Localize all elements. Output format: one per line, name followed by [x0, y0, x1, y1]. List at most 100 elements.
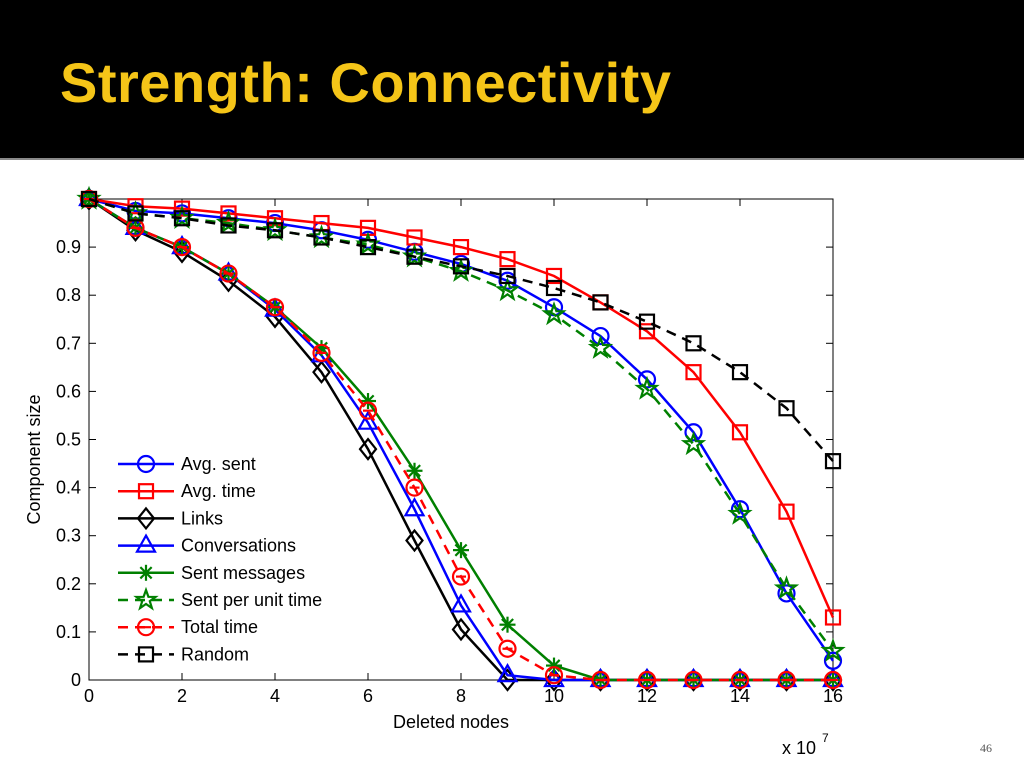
data-point-avg-sent — [684, 423, 703, 442]
data-point-total-time — [451, 567, 471, 586]
y-tick-label: 0.9 — [56, 237, 81, 257]
plot-area — [88, 198, 834, 681]
data-point-sent-per-unit-time — [494, 277, 521, 302]
x-tick-label: 12 — [637, 686, 657, 706]
data-point-links — [777, 668, 796, 692]
data-point-links — [684, 668, 703, 692]
legend-marker-random — [137, 646, 155, 663]
data-point-total-time — [730, 670, 750, 690]
x-multiplier-label: x 10 — [782, 738, 816, 758]
data-point-avg-time — [499, 251, 516, 268]
legend-label-total-time: Total time — [181, 617, 258, 637]
x-tick-label: 8 — [456, 686, 466, 706]
legend-marker-avg-sent — [136, 454, 156, 474]
y-tick-label: 0 — [71, 670, 81, 690]
data-point-random — [685, 335, 702, 352]
legend-label-random: Random — [181, 644, 249, 664]
data-point-links — [591, 668, 610, 692]
data-point-avg-time — [545, 267, 563, 285]
data-point-avg-time — [220, 205, 237, 222]
legend-marker-avg-time — [137, 483, 155, 500]
page-number: 46 — [980, 741, 992, 755]
data-point-random — [545, 279, 563, 297]
title-band: Strength: Connectivity — [0, 0, 1024, 158]
data-point-total-time — [358, 401, 378, 420]
data-point-links — [823, 668, 843, 692]
component-size-chart: 0 2 4 6 8 10 12 14 16 0 0.1 0.2 0.3 0.4 0.5 0.6 0.7 0.8 0.… — [24, 185, 846, 758]
legend-marker-conversations — [135, 533, 157, 553]
data-point-sent-per-unit-time — [773, 575, 800, 600]
y-tick-label: 0.3 — [56, 526, 81, 546]
y-tick-label: 0.7 — [56, 333, 81, 353]
data-point-total-time — [265, 298, 285, 317]
legend-label-avg-sent: Avg. sent — [181, 454, 256, 474]
data-point-random — [638, 313, 656, 330]
series-line-avg-time — [88, 197, 835, 619]
data-point-sent-per-unit-time — [634, 375, 660, 400]
data-point-total-time — [544, 666, 564, 685]
x-multiplier-exponent: 7 — [822, 731, 829, 745]
data-point-conversations — [357, 410, 379, 430]
data-point-avg-time — [173, 200, 191, 217]
data-point-random — [173, 210, 191, 227]
x-tick-label: 2 — [177, 686, 187, 706]
data-point-avg-sent — [591, 326, 610, 346]
data-point-random — [452, 258, 470, 275]
x-tick-label: 6 — [363, 686, 373, 706]
slide-title: Strength: Connectivity — [60, 51, 672, 114]
data-point-random — [359, 238, 377, 256]
data-point-sent-messages — [546, 657, 562, 674]
data-point-total-time — [405, 478, 424, 497]
data-point-sent-per-unit-time — [727, 500, 753, 525]
x-tick-label: 0 — [84, 686, 94, 706]
x-tick-label: 16 — [823, 686, 843, 706]
title-divider — [0, 158, 1024, 168]
data-point-total-time — [219, 264, 238, 283]
data-point-sent-messages — [406, 462, 423, 479]
data-point-avg-time — [824, 609, 842, 626]
data-point-conversations — [450, 593, 472, 613]
legend-label-conversations: Conversations — [181, 536, 296, 556]
data-point-conversations — [543, 667, 565, 688]
data-point-avg-time — [452, 238, 470, 256]
data-point-sent-per-unit-time — [820, 637, 846, 662]
series-line-random — [88, 197, 834, 462]
data-point-random — [778, 400, 795, 417]
series-line-sent-per-unit-time — [88, 197, 835, 652]
y-tick-label: 0.2 — [56, 574, 81, 594]
x-tick-label: 14 — [730, 686, 750, 706]
data-point-sent-per-unit-time — [541, 301, 567, 326]
x-tick-label: 10 — [544, 686, 564, 706]
x-tick-label: 4 — [270, 686, 280, 706]
data-point-links — [451, 617, 471, 642]
data-point-links — [405, 528, 424, 553]
legend-marker-total-time — [136, 618, 156, 637]
legend-label-avg-time: Avg. time — [181, 481, 256, 501]
data-point-sent-messages — [360, 393, 376, 410]
y-tick-label: 0.5 — [56, 430, 81, 450]
data-point-total-time — [591, 670, 610, 690]
data-point-sent-messages — [453, 542, 469, 559]
data-point-random — [406, 248, 423, 265]
data-point-random — [499, 267, 516, 285]
data-point-sent-messages — [499, 616, 516, 633]
y-tick-label: 0.6 — [56, 381, 81, 401]
data-point-avg-sent — [777, 584, 796, 603]
legend-label-links: Links — [181, 508, 223, 528]
data-point-random — [80, 190, 98, 208]
data-point-random — [127, 205, 144, 222]
legend-marker-sent-messages — [138, 564, 154, 581]
data-point-links — [730, 668, 750, 692]
data-point-total-time — [823, 670, 843, 690]
data-point-links — [358, 437, 378, 461]
data-point-avg-time — [266, 210, 284, 227]
data-point-total-time — [172, 237, 192, 257]
data-point-avg-time — [778, 503, 795, 520]
data-point-total-time — [684, 670, 703, 690]
legend-label-sent-per-unit-time: Sent per unit time — [181, 590, 322, 610]
data-point-conversations — [496, 662, 519, 683]
legend-marker-sent-per-unit-time — [133, 586, 159, 611]
data-point-avg-time — [638, 323, 656, 340]
data-point-random — [731, 364, 749, 381]
data-point-total-time — [777, 670, 796, 690]
